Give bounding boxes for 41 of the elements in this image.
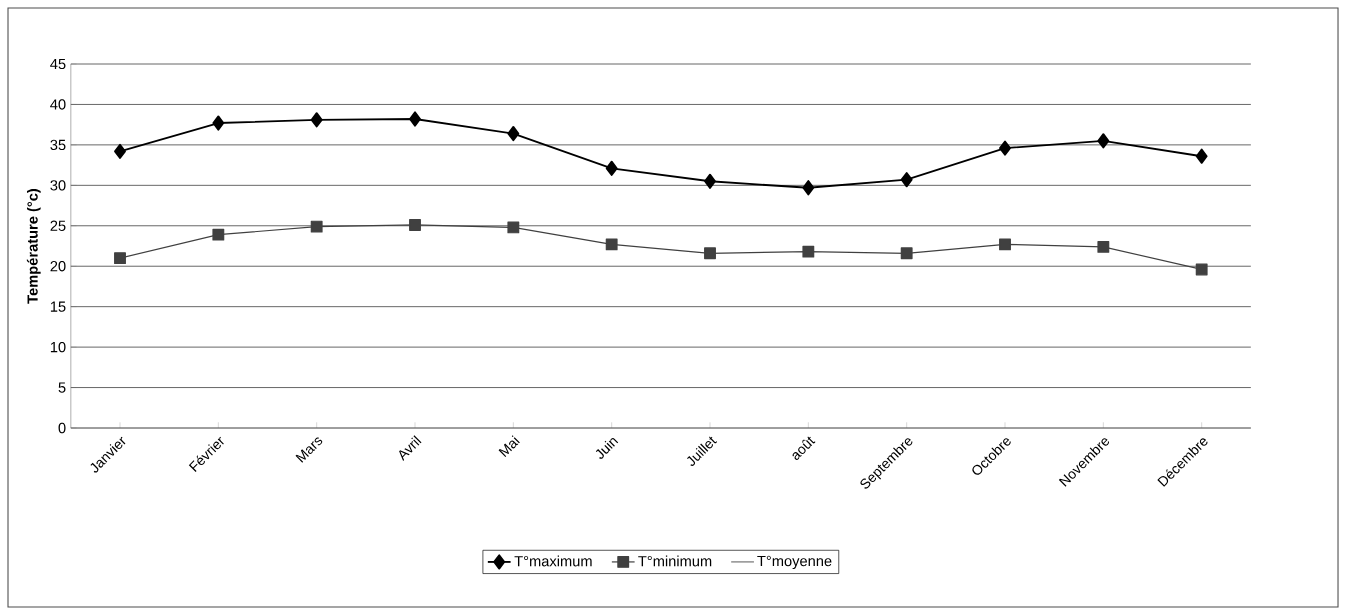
x-tick-label: août	[792, 436, 816, 461]
point	[900, 172, 913, 188]
point	[802, 180, 815, 196]
y-tick-label: 10	[50, 341, 66, 353]
point	[409, 219, 421, 231]
point	[409, 111, 421, 127]
point	[802, 245, 815, 258]
legend-label: T°minimum	[638, 555, 712, 567]
y-tick-label: 20	[50, 261, 66, 272]
y-tick-label: 35	[50, 139, 66, 151]
point	[507, 221, 520, 234]
legend-label: T°moyenne	[757, 555, 832, 570]
point	[114, 143, 126, 159]
y-tick-label: 15	[50, 301, 66, 312]
point	[507, 125, 520, 142]
point	[310, 220, 323, 233]
point	[704, 173, 716, 189]
x-tick-label: Juin	[595, 437, 619, 459]
point	[999, 140, 1011, 156]
y-tick-label: 0	[58, 422, 66, 434]
point	[1097, 133, 1110, 149]
point	[704, 247, 716, 260]
point	[1195, 263, 1208, 276]
point	[1097, 240, 1110, 253]
point	[1195, 148, 1208, 164]
point	[999, 238, 1011, 251]
y-tick-label: 40	[50, 99, 66, 110]
point	[900, 247, 913, 260]
point	[310, 112, 323, 128]
x-tick-label: Mai	[498, 435, 520, 457]
y-tick-label: 25	[50, 220, 66, 231]
point	[605, 160, 618, 176]
legend-label: T°maximum	[514, 555, 592, 567]
y-axis-title: Température (°c)	[26, 188, 41, 304]
y-tick-label: 45	[50, 58, 66, 70]
y-tick-label: 5	[58, 382, 66, 393]
point	[114, 252, 126, 265]
point	[212, 115, 225, 131]
point	[212, 228, 225, 241]
y-tick-label: 30	[50, 180, 66, 191]
point	[605, 238, 618, 251]
